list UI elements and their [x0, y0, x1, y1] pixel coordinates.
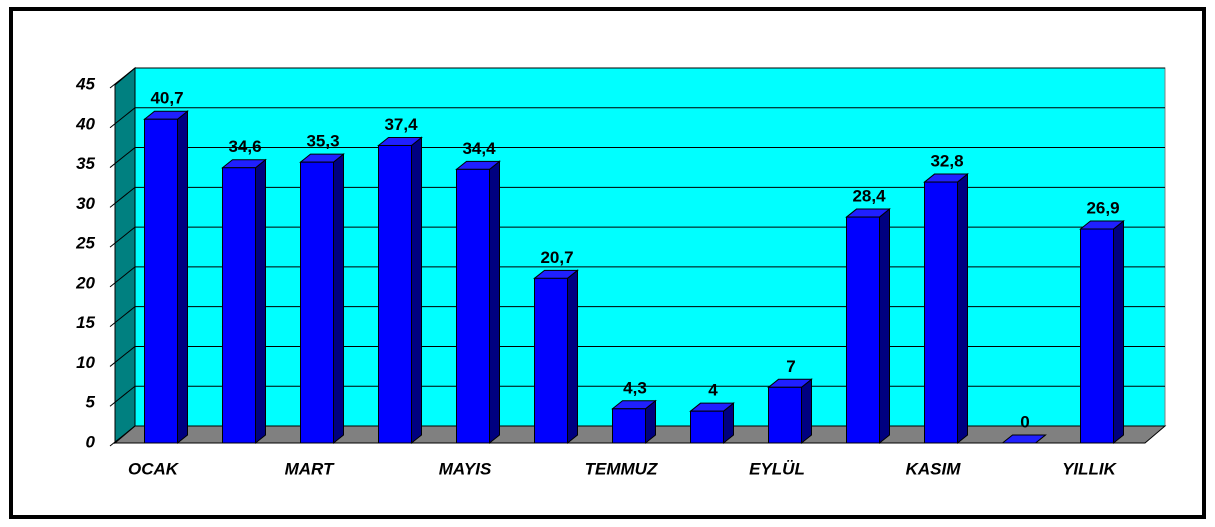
y-tick-label: 20: [75, 273, 95, 292]
back-wall: [134, 67, 1166, 427]
x-tick-label: MART: [285, 459, 335, 478]
y-tick-label: 15: [76, 313, 95, 332]
bar-side: [957, 173, 968, 445]
y-tick-label: 0: [86, 432, 96, 451]
y-tick-label: 30: [76, 194, 95, 213]
data-label: 4,3: [623, 378, 647, 397]
y-tick: [109, 107, 136, 129]
bar: [300, 161, 334, 444]
data-label: 0: [1020, 412, 1029, 431]
y-tick-label: 10: [76, 353, 95, 372]
data-label: 28,4: [852, 187, 886, 206]
data-label: 4: [708, 381, 718, 400]
y-tick-label: 25: [75, 234, 95, 253]
data-label: 20,7: [540, 248, 573, 267]
y-tick: [109, 346, 136, 367]
y-tick-label: 40: [75, 114, 95, 133]
bar-side: [879, 208, 890, 445]
x-tick-label: YILLIK: [1062, 459, 1118, 478]
y-tick-label: 45: [75, 74, 95, 93]
bar-side: [567, 269, 578, 445]
x-tick-label: EYLÜL: [749, 459, 805, 478]
x-tick-label: OCAK: [128, 459, 180, 478]
data-label: 32,8: [930, 152, 963, 171]
bar: [768, 386, 802, 444]
bar-side: [177, 110, 188, 445]
bar-side: [801, 378, 812, 445]
y-tick: [109, 385, 136, 407]
bar-side: [1113, 219, 1124, 445]
x-tick-label: KASIM: [906, 459, 962, 478]
data-label: 7: [786, 357, 795, 376]
y-tick: [109, 306, 136, 328]
bar-side: [333, 153, 344, 445]
data-label: 35,3: [306, 132, 339, 151]
data-label: 34,4: [462, 139, 496, 158]
data-label: 26,9: [1086, 198, 1119, 217]
x-tick-label: MAYIS: [439, 459, 492, 478]
bar: [1080, 228, 1114, 444]
y-tick: [109, 425, 136, 447]
y-tick: [109, 147, 136, 168]
bar: [378, 144, 412, 444]
bar: [846, 216, 880, 444]
x-tick-label: TEMMUZ: [585, 459, 658, 478]
bar: [612, 408, 646, 444]
data-label: 40,7: [150, 89, 183, 108]
bar-side: [489, 160, 500, 445]
y-tick-label: 35: [76, 154, 95, 173]
data-label: 37,4: [384, 115, 418, 134]
bar: [690, 410, 724, 444]
y-tick-label: 5: [86, 393, 96, 412]
bar: [222, 167, 256, 444]
bar-side: [411, 136, 422, 445]
y-tick: [109, 226, 136, 248]
y-tick: [109, 67, 136, 89]
data-label: 34,6: [228, 137, 261, 156]
bar: [456, 168, 490, 444]
y-tick: [109, 266, 136, 288]
bar: [534, 277, 568, 444]
bar: [144, 118, 178, 444]
side-wall: [114, 66, 136, 445]
y-tick: [109, 186, 136, 208]
bar-top: [1001, 434, 1047, 444]
bar-side: [255, 158, 266, 445]
bar: [924, 181, 958, 444]
